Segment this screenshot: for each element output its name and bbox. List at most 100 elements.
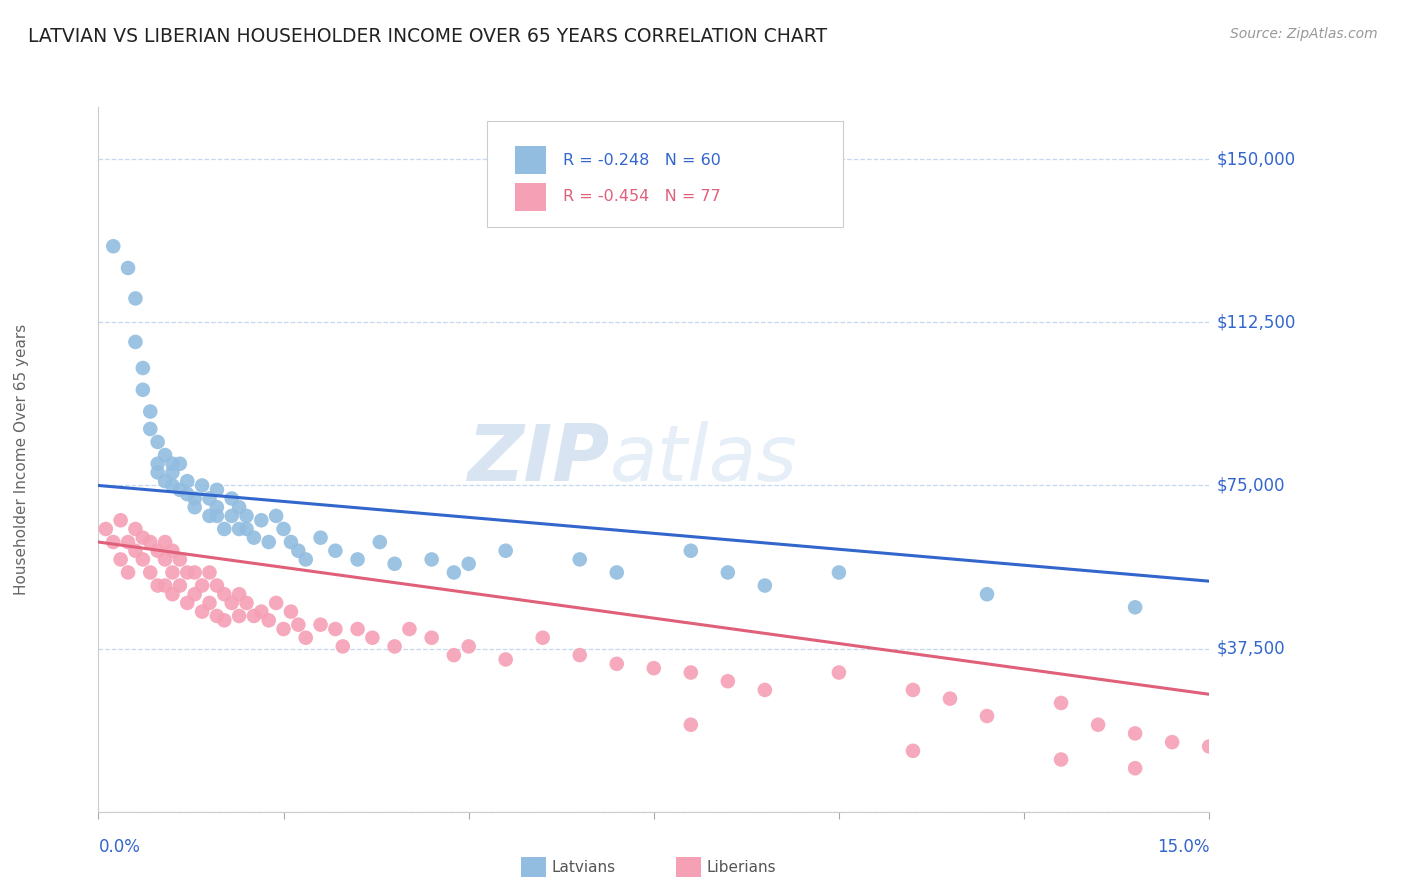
Point [124,522,146,536]
Point [198,491,221,506]
Point [191,478,214,492]
Point [205,500,228,515]
Point [257,535,280,549]
Point [103,239,125,253]
Point [361,631,384,645]
Point [146,466,169,480]
Point [420,552,443,566]
Point [146,578,169,592]
Point [132,531,155,545]
Point [124,334,146,349]
Point [1050,696,1073,710]
Point [398,622,420,636]
Point [169,457,191,471]
Point [191,605,214,619]
Point [198,596,221,610]
Point [132,361,155,376]
Point [214,522,236,536]
Point [828,665,851,680]
Point [162,466,184,480]
Point [228,587,250,601]
Point [250,605,273,619]
Point [103,535,125,549]
Point [183,491,205,506]
Point [146,457,169,471]
FancyBboxPatch shape [515,183,546,211]
Point [754,682,776,697]
Point [243,531,266,545]
Point [264,508,287,523]
Point [176,487,198,501]
Point [384,640,406,654]
Point [346,622,368,636]
Point [176,596,198,610]
Point [495,652,517,666]
Point [828,566,851,580]
Point [183,566,205,580]
Text: 0.0%: 0.0% [98,838,141,856]
Point [325,543,347,558]
Point [457,557,479,571]
Point [205,508,228,523]
Point [495,543,517,558]
Point [221,596,243,610]
Point [531,631,554,645]
Point [443,566,465,580]
Point [294,552,316,566]
Point [280,535,302,549]
Point [146,543,169,558]
Point [183,587,205,601]
Point [205,578,228,592]
Point [228,522,250,536]
Point [124,292,146,306]
Point [162,566,184,580]
Point [153,552,176,566]
Point [287,543,309,558]
Point [679,717,702,731]
Point [443,648,465,662]
Text: LATVIAN VS LIBERIAN HOUSEHOLDER INCOME OVER 65 YEARS CORRELATION CHART: LATVIAN VS LIBERIAN HOUSEHOLDER INCOME O… [28,27,827,45]
Point [228,609,250,624]
Point [309,531,332,545]
Point [94,522,117,536]
Point [1123,761,1146,775]
Point [1198,739,1220,754]
Point [457,640,479,654]
Point [117,566,139,580]
Point [679,543,702,558]
Point [235,508,257,523]
Point [901,744,924,758]
Point [183,500,205,515]
Point [332,640,354,654]
Point [1087,717,1109,731]
Point [287,617,309,632]
Point [384,557,406,571]
FancyBboxPatch shape [486,121,842,227]
Point [235,522,257,536]
Text: R = -0.454   N = 77: R = -0.454 N = 77 [562,189,720,204]
Point [146,434,169,449]
Point [162,543,184,558]
Point [368,535,391,549]
Point [139,566,162,580]
Text: Source: ZipAtlas.com: Source: ZipAtlas.com [1230,27,1378,41]
Point [153,578,176,592]
Point [643,661,665,675]
Point [568,648,591,662]
Point [1123,726,1146,740]
Text: atlas: atlas [609,421,797,498]
Point [325,622,347,636]
Point [420,631,443,645]
Point [568,552,591,566]
Point [346,552,368,566]
Text: $112,500: $112,500 [1216,313,1295,331]
Point [117,260,139,275]
Point [273,522,295,536]
Point [153,535,176,549]
Point [162,587,184,601]
Text: $75,000: $75,000 [1216,476,1285,494]
Point [176,474,198,488]
Text: Latvians: Latvians [551,860,616,874]
Point [162,457,184,471]
Point [139,404,162,418]
